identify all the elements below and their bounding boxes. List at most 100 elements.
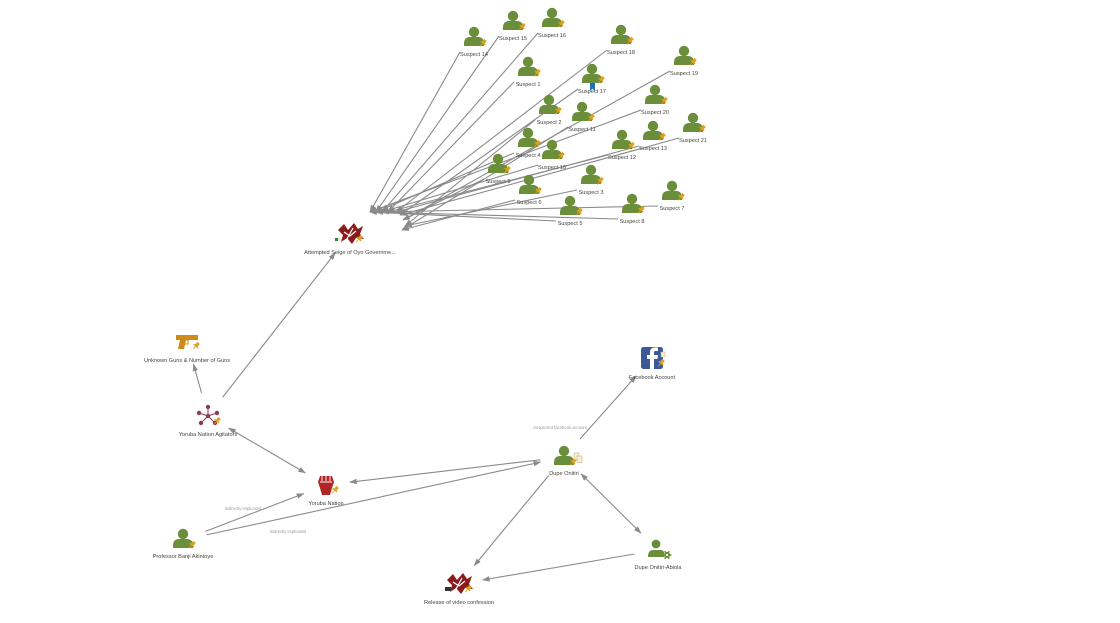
node-s3[interactable]: Suspect 3	[579, 164, 605, 196]
node-dupe[interactable]: Dupe Onitiri	[549, 445, 583, 477]
node-s10[interactable]: Suspect 10	[538, 139, 566, 171]
node-nation[interactable]: Yoruba Nation	[308, 476, 344, 507]
node-s20[interactable]: Suspect 20	[641, 84, 669, 116]
edge-dupe-nation[interactable]	[349, 459, 541, 485]
edge-s1-siege[interactable]	[387, 81, 515, 213]
edge-label-layer: Indirectly implicated Indirectly implicat…	[225, 425, 588, 534]
facebook-icon	[641, 347, 663, 369]
node-label: Suspect 15	[499, 36, 527, 42]
node-s9[interactable]: Suspect 9	[486, 153, 512, 185]
node-banji[interactable]: Professor Banji Akintoye	[153, 528, 214, 560]
node-siege[interactable]: Attempted Seige of Oyo Governme...	[304, 223, 396, 256]
camera-icon	[445, 587, 451, 591]
edge-s8-siege[interactable]	[375, 209, 619, 220]
event-icon	[447, 573, 473, 594]
gear-icon	[662, 550, 672, 560]
person-icon	[542, 139, 562, 159]
node-label: Suspect 6	[517, 200, 542, 206]
node-agitators[interactable]: Yoruba Nation Agitators	[179, 404, 238, 438]
node-s4[interactable]: Suspect 4	[516, 127, 542, 159]
pin-icon	[213, 416, 221, 425]
edge-dupe-dupe2[interactable]	[580, 473, 642, 534]
node-label: Suspect 1	[516, 82, 541, 88]
pin-icon	[533, 68, 541, 77]
pin-icon	[192, 341, 200, 350]
node-facebook[interactable]: Facebook Account	[629, 347, 675, 381]
person-icon	[488, 153, 508, 173]
person-icon	[622, 193, 642, 213]
edge-s4-siege[interactable]	[375, 152, 515, 213]
edge-s21-siege[interactable]	[399, 137, 680, 216]
edge-agitators-nation[interactable]	[228, 427, 306, 474]
node-label: Attempted Seige of Oyo Governme...	[304, 250, 396, 256]
edge-agitators-siege[interactable]	[222, 252, 336, 398]
node-label: Suspect 5	[558, 221, 583, 227]
edge-label: Indirectly implicated	[270, 529, 307, 534]
edge-dupe-video[interactable]	[473, 475, 550, 567]
gun-icon	[176, 335, 198, 349]
edge-s3-siege[interactable]	[404, 189, 578, 228]
node-s6[interactable]: Suspect 6	[517, 174, 543, 206]
flag-icon	[335, 238, 338, 241]
pin-icon	[557, 151, 565, 160]
node-s18[interactable]: Suspect 18	[607, 24, 635, 56]
edge-s11-siege[interactable]	[401, 126, 569, 231]
node-label: Suspect 3	[579, 190, 604, 196]
node-s17[interactable]: Suspect 17	[578, 63, 606, 95]
pin-icon	[597, 75, 605, 84]
node-s15[interactable]: Suspect 15	[499, 10, 527, 42]
node-s5[interactable]: Suspect 5	[558, 195, 584, 227]
pin-icon	[534, 186, 542, 195]
person-icon	[554, 445, 574, 465]
pin-icon	[677, 192, 685, 201]
edge-dupe-facebook[interactable]	[579, 375, 637, 440]
edge-s5-siege[interactable]	[369, 209, 557, 222]
edge-s16-siege[interactable]	[381, 32, 539, 213]
node-label: Suspect 13	[639, 146, 667, 152]
person-icon	[503, 10, 523, 30]
node-label: Suspect 11	[568, 127, 596, 133]
edge-banji-dupe[interactable]	[206, 460, 542, 536]
pin-icon	[637, 205, 645, 214]
pin-icon	[657, 358, 665, 367]
pin-icon	[479, 38, 487, 47]
edge-s6-siege[interactable]	[401, 199, 516, 231]
edge-s7-siege[interactable]	[381, 205, 659, 215]
edge-s10-siege[interactable]	[381, 164, 539, 213]
edge-agitators-guns[interactable]	[192, 363, 203, 394]
node-s7[interactable]: Suspect 7	[660, 180, 686, 212]
edge-s15-siege[interactable]	[375, 35, 500, 213]
node-s2[interactable]: Suspect 2	[537, 94, 563, 126]
pin-icon	[658, 132, 666, 141]
node-guns[interactable]: Unknown Guns & Number of Guns	[144, 335, 230, 364]
node-label: Suspect 4	[516, 153, 541, 159]
node-s1[interactable]: Suspect 1	[516, 56, 542, 88]
pin-icon	[626, 36, 634, 45]
person-icon	[464, 26, 484, 46]
node-label: Suspect 2	[537, 120, 562, 126]
node-s19[interactable]: Suspect 19	[670, 45, 698, 77]
node-s8[interactable]: Suspect 8	[620, 193, 646, 225]
node-dupe2[interactable]: Dupe Onitiri-Abiola	[635, 539, 683, 571]
node-label: Facebook Account	[629, 375, 675, 381]
edge-banji-nation[interactable]	[205, 493, 305, 532]
node-s16[interactable]: Suspect 16	[538, 7, 566, 39]
node-video[interactable]: Release of video confession	[424, 573, 494, 606]
node-label: Dupe Onitiri-Abiola	[635, 565, 683, 571]
node-s11[interactable]: Suspect 11	[568, 101, 596, 133]
person-icon	[518, 56, 538, 76]
edge-s18-siege[interactable]	[395, 49, 608, 213]
person-icon	[519, 174, 539, 194]
node-s12[interactable]: Suspect 12	[608, 129, 636, 161]
node-label: Suspect 10	[538, 165, 566, 171]
pin-icon	[464, 584, 472, 593]
node-s13[interactable]: Suspect 13	[639, 120, 667, 152]
edge-s14-siege[interactable]	[369, 51, 461, 213]
edge-s13-siege[interactable]	[395, 145, 640, 213]
node-s14[interactable]: Suspect 14	[460, 26, 488, 58]
node-s21[interactable]: Suspect 21	[679, 112, 707, 144]
person-icon	[683, 112, 703, 132]
edge-dupe2-video[interactable]	[481, 553, 635, 582]
person-gear-icon	[648, 539, 672, 560]
